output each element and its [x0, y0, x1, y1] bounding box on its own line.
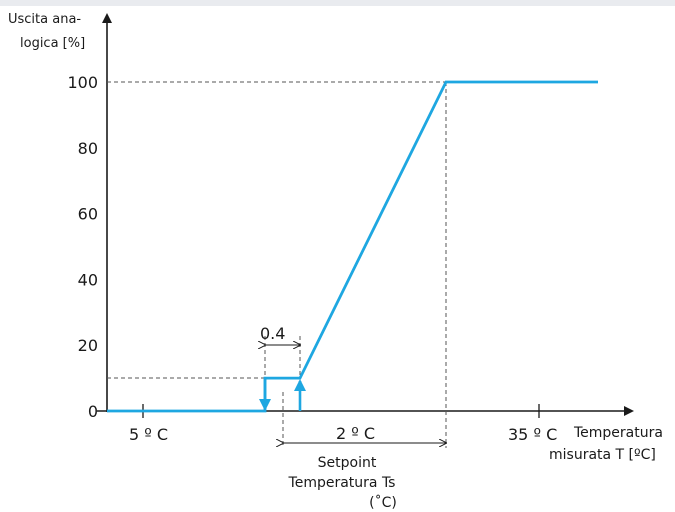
series-group [107, 80, 598, 413]
top-bar [0, 0, 675, 6]
band-label: 2 º C [336, 424, 375, 443]
y-tick-label: 40 [78, 270, 98, 289]
setpoint-label-line2: Temperatura Ts [288, 475, 396, 491]
y-tick-label: 0 [88, 402, 98, 421]
hysteresis-label: 0.4 [260, 324, 285, 343]
x-axis-label-line2: misurata T [ºC] [549, 447, 656, 463]
y-tick-label: 60 [78, 205, 98, 224]
y-axis-label-line1: Uscita ana- [8, 12, 81, 27]
setpoint-label-line3: (˚C) [369, 494, 397, 511]
y-tick-label: 80 [78, 139, 98, 158]
y-ticks: 0 20 40 60 80 100 [67, 73, 98, 421]
setpoint-label-line1: Setpoint [318, 455, 377, 471]
output-characteristic-line [107, 80, 598, 413]
x-tick-label: 35 º C [508, 425, 557, 444]
y-axis-label-line2: logica [%] [20, 36, 85, 51]
x-tick-label: 5 º C [129, 425, 168, 444]
y-tick-label: 100 [67, 73, 98, 92]
y-tick-label: 20 [78, 336, 98, 355]
x-axis-label-line1: Temperatura [573, 425, 663, 441]
